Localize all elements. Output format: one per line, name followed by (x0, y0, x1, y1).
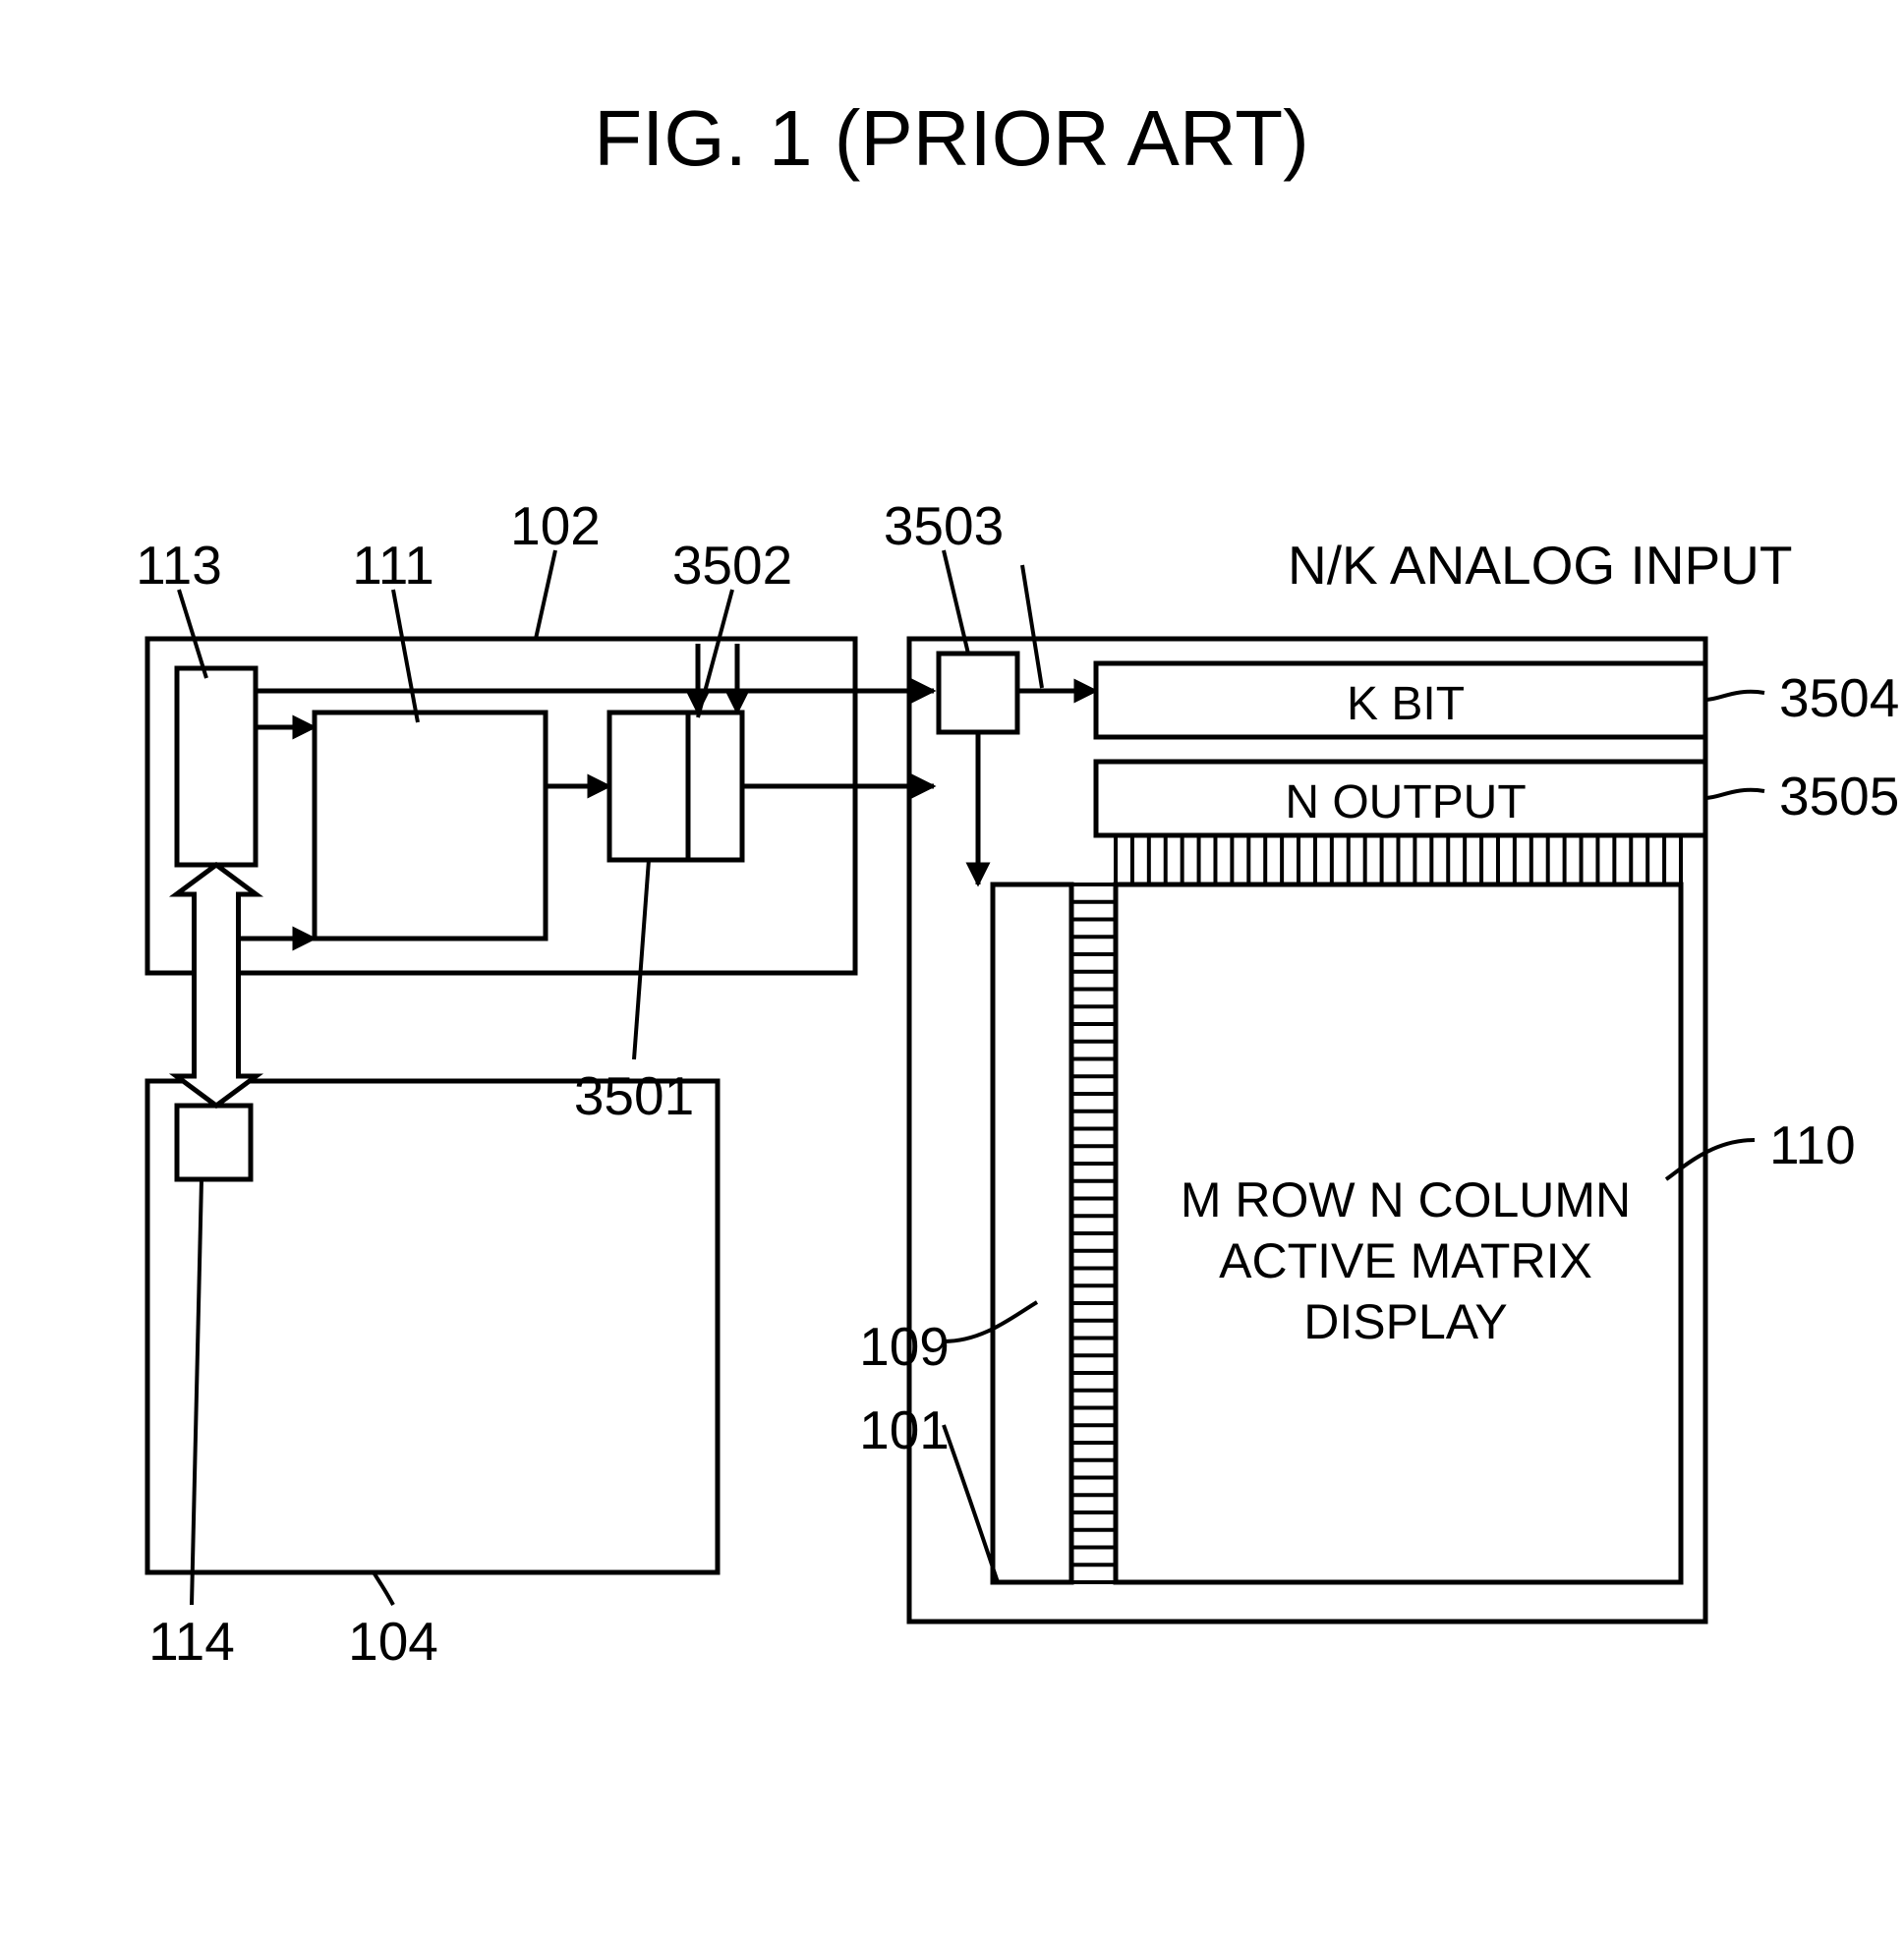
ref-nk: N/K ANALOG INPUT (1288, 534, 1792, 597)
text-kbit: K BIT (454, 677, 1904, 731)
leader-line (192, 1179, 202, 1605)
leader-line (179, 590, 206, 678)
text-matrix: M ROW N COLUMN ACTIVE MATRIX DISPLAY (454, 1169, 1904, 1352)
leader-line (393, 590, 418, 722)
figure-title: FIG. 1 (PRIOR ART) (0, 93, 1904, 184)
text-noutput: N OUTPUT (454, 775, 1904, 829)
ref-n101: 101 (0, 1398, 1857, 1461)
ref-n110: 110 (1769, 1113, 1856, 1176)
ref-n3501: 3501 (0, 1064, 1587, 1127)
ref-n104: 104 (0, 1610, 1346, 1673)
box-b113 (177, 668, 256, 865)
leader-line (374, 1572, 393, 1605)
leader-line (634, 860, 649, 1059)
